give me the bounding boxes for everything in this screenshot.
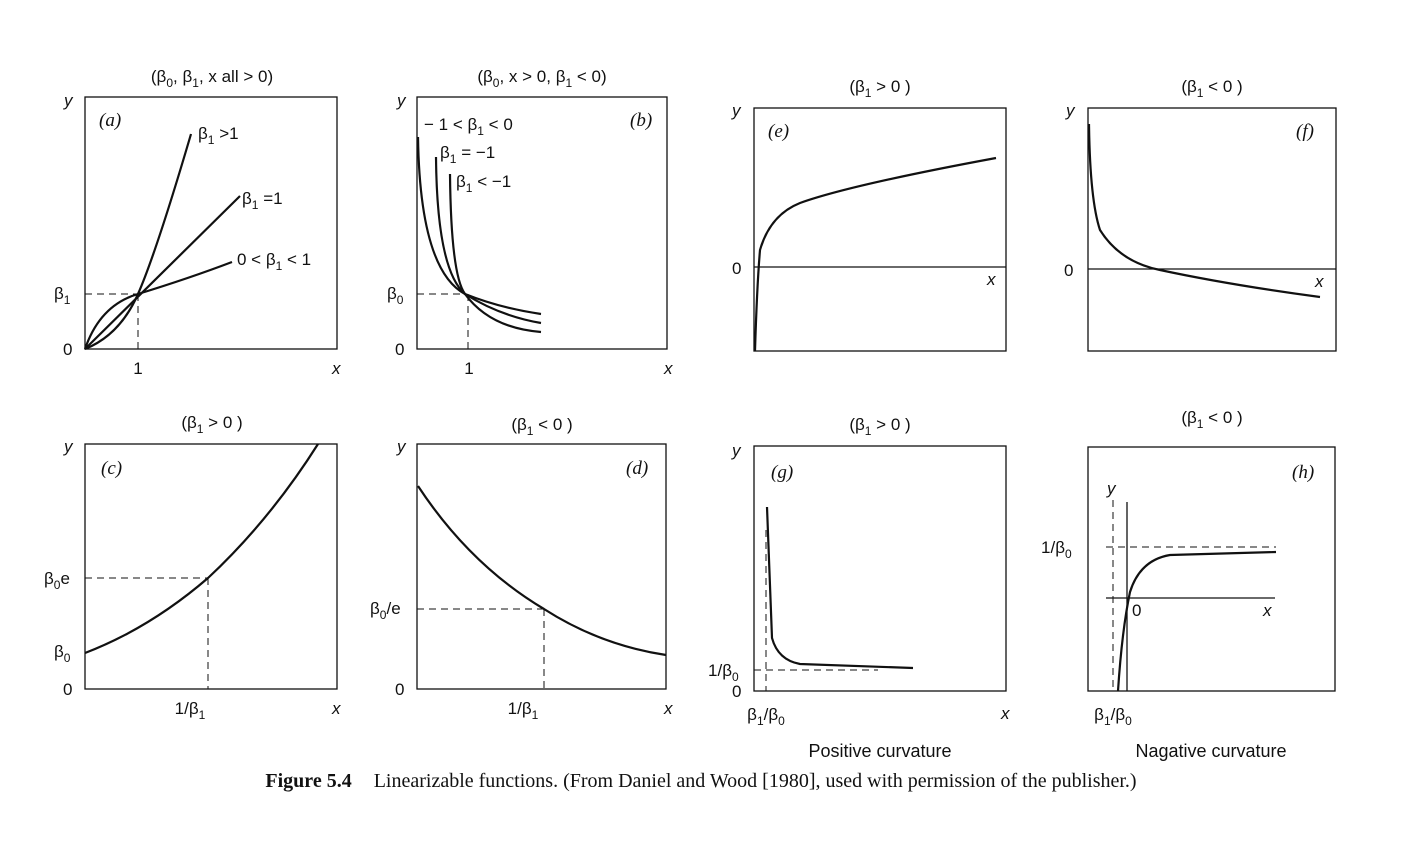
- panel-c-frame: [84, 443, 338, 690]
- panel-e-header: (β1​ > 0 ): [849, 77, 910, 100]
- panel-g-header: (β1​ > 0 ): [849, 415, 910, 438]
- panel-h: (β1​ < 0 ) (h) y 0 x 1/β0​ β1​/β0​ Nagat…: [1041, 408, 1336, 761]
- panel-g-reciprocal-curve: [765, 506, 914, 670]
- figure-caption-text: Linearizable functions. (From Daniel and…: [373, 770, 1137, 792]
- panel-b-x-label: x: [663, 359, 673, 378]
- panel-h-inner-y-label: y: [1106, 479, 1117, 498]
- panel-e: (β1​ > 0 ) y (e) 0 x: [731, 77, 1007, 352]
- panel-g-x-label: x: [1000, 704, 1010, 723]
- panel-d-x-tick: 1/β1​: [508, 699, 539, 722]
- panel-e-tag: (e): [768, 121, 789, 142]
- panel-f-zero-tick: 0: [1064, 261, 1073, 280]
- panel-h-frame: [1087, 446, 1336, 692]
- panel-b-frame: [416, 96, 668, 350]
- panel-a-curve-beta-lt-1: [83, 260, 233, 350]
- panel-e-frame: [753, 107, 1007, 352]
- panel-c-tag: (c): [101, 458, 122, 479]
- panel-c: (β1​ > 0 ) y (c) β0​e β0​ 0 1/β1​ x: [44, 413, 341, 722]
- panel-d-zero-tick: 0: [395, 680, 404, 699]
- panel-h-reciprocal-curve: [1116, 550, 1277, 692]
- panel-b-one-tick: 1: [464, 359, 473, 378]
- panel-a-label-beta-lt-1: 0 < β1​ < 1: [237, 250, 311, 273]
- panel-d-x-label: x: [663, 699, 673, 718]
- panel-h-x-label: x: [1262, 601, 1272, 620]
- panel-e-log-curve: [753, 156, 997, 352]
- panel-g-y-label: y: [731, 441, 742, 460]
- panel-b-header: (β0​, x > 0, β1​ < 0): [477, 67, 606, 90]
- panel-b-label-beta-lt-minus1: β1​ < −1: [456, 172, 511, 195]
- panel-c-exp-curve: [84, 443, 319, 655]
- panel-c-beta0-tick: β0​: [54, 642, 71, 665]
- panel-c-y-label: y: [63, 437, 74, 456]
- panel-a-frame: [84, 96, 338, 350]
- panel-f-x-label: x: [1314, 272, 1324, 291]
- panel-g-tag: (g): [771, 462, 793, 483]
- panel-e-zero-tick: 0: [732, 259, 741, 278]
- panel-a-label-beta-gt-1: β1​ >1: [198, 124, 239, 147]
- panel-b-curve-beta-between: [416, 136, 542, 316]
- panel-g-footer: Positive curvature: [808, 741, 951, 761]
- panel-a-y-label: y: [63, 91, 74, 110]
- panel-a-x-label: x: [331, 359, 341, 378]
- panel-a-tag: (a): [99, 110, 121, 131]
- panel-d: (β1​ < 0 ) y (d) β0​/e 0 1/β1​ x: [370, 415, 673, 722]
- panel-e-x-label: x: [986, 270, 996, 289]
- panel-c-x-tick: 1/β1​: [175, 699, 206, 722]
- panel-h-tag: (h): [1292, 462, 1314, 483]
- panel-a-label-beta-eq-1: β1​ =1: [242, 189, 283, 212]
- panel-c-x-label: x: [331, 699, 341, 718]
- panel-a-one-tick: 1: [133, 359, 142, 378]
- panel-f-tag: (f): [1296, 121, 1314, 142]
- panel-d-tag: (d): [626, 458, 648, 479]
- panel-h-header: (β1​ < 0 ): [1181, 408, 1242, 431]
- panel-h-footer: Nagative curvature: [1135, 741, 1286, 761]
- figure-label: Figure 5.4: [265, 770, 352, 792]
- panel-f: (β1​ < 0 ) y (f) 0 x: [1064, 77, 1337, 352]
- panel-b-curve-beta-lt-minus1: [448, 173, 542, 334]
- panel-g-inv-beta0-tick: 1/β0​: [708, 661, 739, 684]
- panel-d-header: (β1​ < 0 ): [511, 415, 572, 438]
- panel-h-x-tick: β1​/β0​: [1094, 705, 1132, 728]
- panel-f-neg-log-curve: [1087, 123, 1321, 299]
- panel-g-frame: [753, 445, 1007, 692]
- panel-h-zero-tick: 0: [1132, 601, 1141, 620]
- panel-h-inv-beta0-tick: 1/β0​: [1041, 538, 1072, 561]
- panel-b: (β0​, x > 0, β1​ < 0) y (b) β0​ 0 1 x − …: [387, 67, 673, 378]
- panel-g-x-tick: β1​/β0​: [747, 705, 785, 728]
- panel-c-beta0e-tick: β0​e: [44, 569, 70, 592]
- panel-a-beta1-tick: β1​: [54, 284, 71, 307]
- panel-b-tag: (b): [630, 110, 652, 131]
- panel-c-zero-tick: 0: [63, 680, 72, 699]
- panel-d-decay-curve: [417, 485, 667, 657]
- panel-f-y-label: y: [1065, 101, 1076, 120]
- panel-d-frame: [416, 443, 667, 690]
- panel-a-curve-beta-gt-1: [84, 133, 193, 351]
- panel-b-label-beta-eq-minus1: β1​ = −1: [440, 143, 495, 166]
- panel-b-beta0-tick: β0​: [387, 284, 404, 307]
- panel-d-y-label: y: [396, 437, 407, 456]
- panel-b-zero-tick: 0: [395, 340, 404, 359]
- panel-f-header: (β1​ < 0 ): [1181, 77, 1242, 100]
- panel-a-curve-beta-eq-1: [84, 195, 241, 350]
- panel-g-zero-tick: 0: [732, 682, 741, 701]
- panel-a: (β0​, β1​, x all > 0) y (a) β1​ 0 1 x β1…: [54, 67, 341, 378]
- panel-c-header: (β1​ > 0 ): [181, 413, 242, 436]
- panel-e-y-label: y: [731, 101, 742, 120]
- panel-a-zero-tick: 0: [63, 340, 72, 359]
- panel-d-beta0e-tick: β0​/e: [370, 599, 401, 622]
- panel-a-header: (β0​, β1​, x all > 0): [151, 67, 273, 90]
- figure-caption: Figure 5.4 Linearizable functions. (From …: [0, 770, 1402, 793]
- panel-f-frame: [1087, 107, 1337, 352]
- panel-b-label-beta-between: − 1 < β1​ < 0: [424, 115, 513, 138]
- panel-b-y-label: y: [396, 91, 407, 110]
- panel-g: (β1​ > 0 ) y (g) 1/β0​ 0 β1​/β0​ x Posit…: [708, 415, 1010, 761]
